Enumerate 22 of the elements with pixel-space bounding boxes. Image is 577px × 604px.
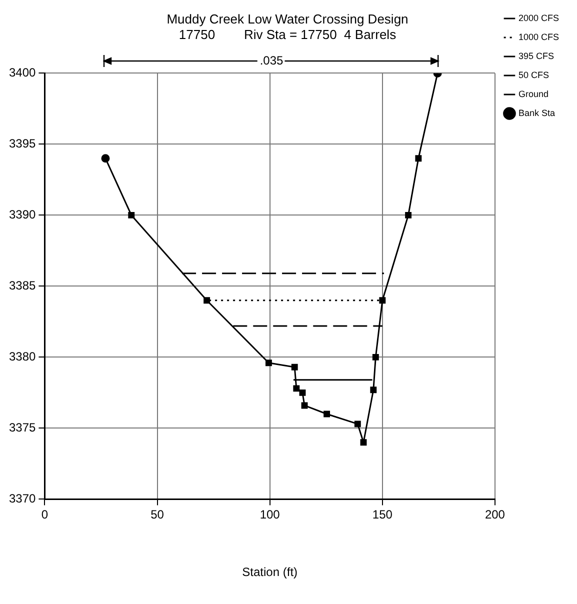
text: .035 xyxy=(260,54,284,68)
legend-label: Ground xyxy=(518,88,549,99)
x-tick-label: 0 xyxy=(41,508,48,522)
legend-label: 2000 CFS xyxy=(518,12,560,23)
chart-title: Muddy Creek Low Water Crossing Design xyxy=(166,11,408,26)
y-tick-label: 3395 xyxy=(8,136,36,151)
x-tick-label: 50 xyxy=(150,508,164,522)
chart-subtitle: 17750 Riv Sta = 17750 4 Barrels xyxy=(178,26,397,42)
x-tick-label: 100 xyxy=(260,508,280,522)
y-tick-label: 3390 xyxy=(8,208,36,222)
legend-label: 395 CFS xyxy=(518,50,554,61)
x-tick-label: 150 xyxy=(372,508,393,522)
y-tick-label: 3385 xyxy=(8,278,36,293)
legend-label: 1000 CFS xyxy=(518,32,560,42)
legend-label: Bank Sta xyxy=(518,108,556,118)
x-axis-title: Station (ft) xyxy=(242,565,298,580)
y-tick-label: 3380 xyxy=(8,350,36,364)
y-tick-label: 3370 xyxy=(8,492,36,506)
x-tick-label: 200 xyxy=(484,508,506,522)
legend-label: 50 CFS xyxy=(518,70,549,80)
y-tick-label: 3375 xyxy=(8,420,36,435)
y-tick-label: 3400 xyxy=(8,66,36,80)
